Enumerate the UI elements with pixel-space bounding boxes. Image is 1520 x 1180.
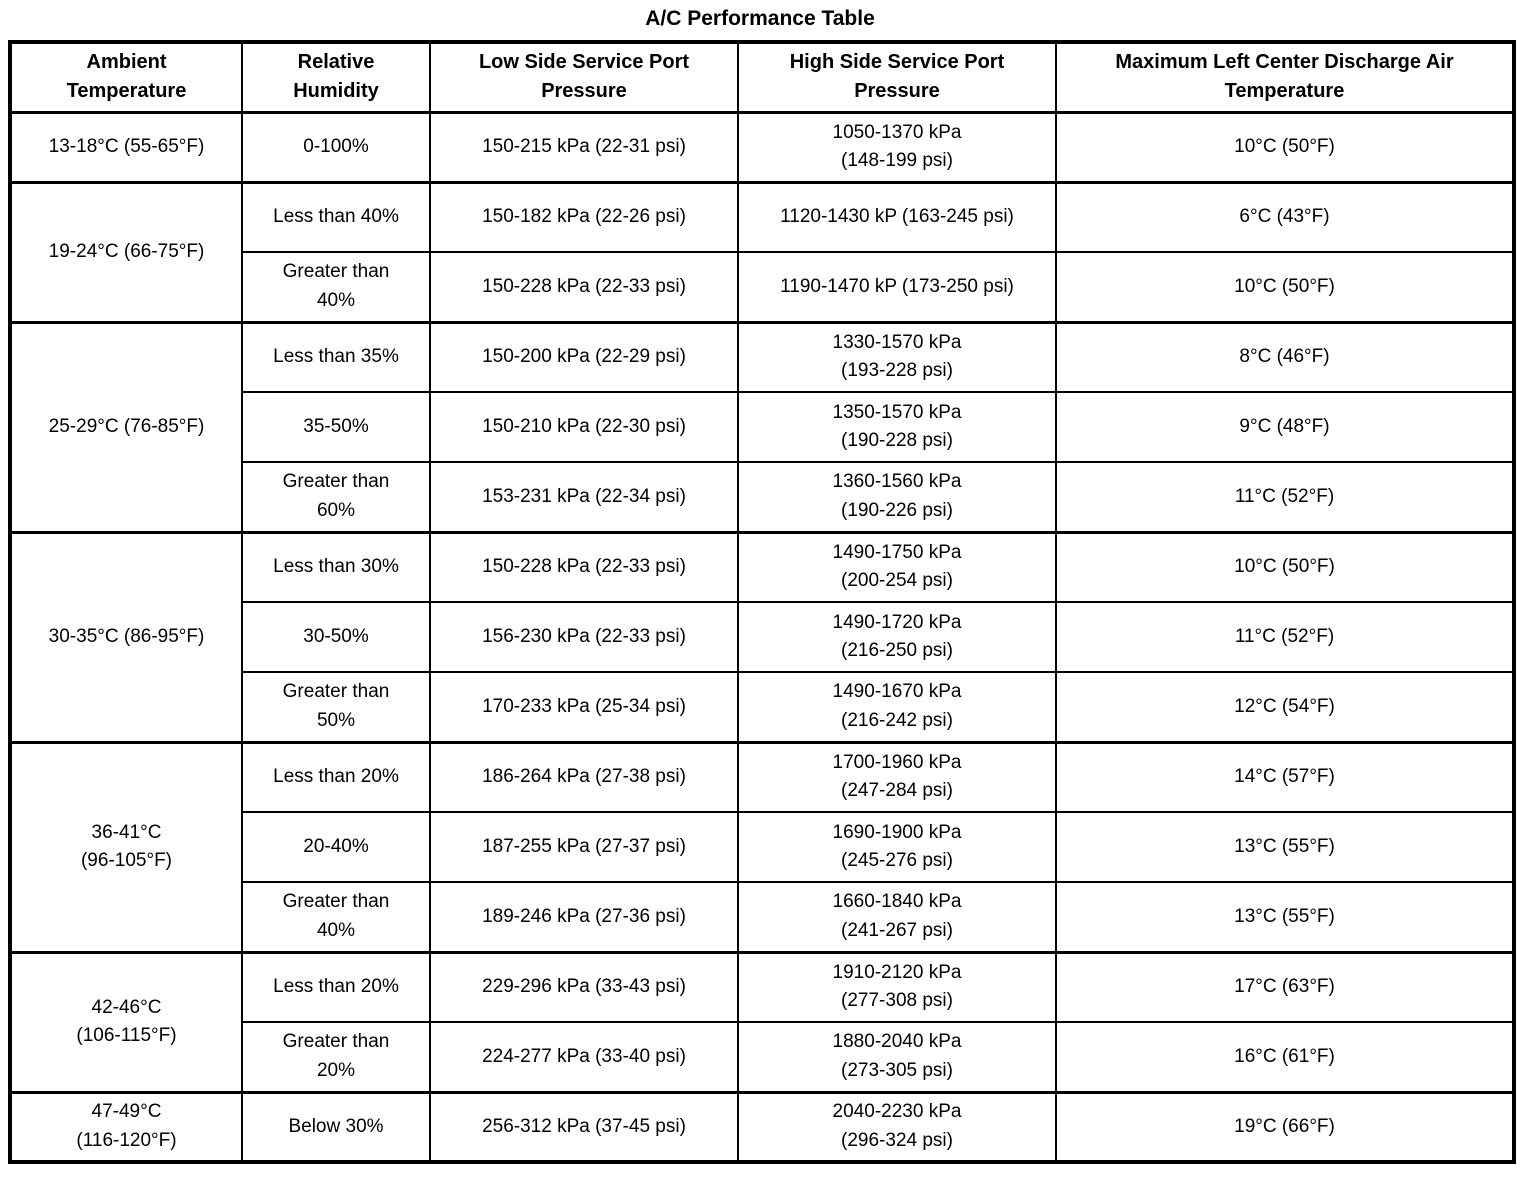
max-discharge-temperature-cell: 14°C (57°F) bbox=[1055, 740, 1515, 814]
max-discharge-temperature-cell: 13°C (55°F) bbox=[1055, 811, 1515, 884]
ambient-temperature-cell: 42-46°C (106-115°F) bbox=[9, 950, 243, 1094]
max-discharge-temperature-cell: 13°C (55°F) bbox=[1055, 881, 1515, 954]
low-side-pressure-cell: 150-228 kPa (22-33 psi) bbox=[429, 251, 739, 324]
low-side-pressure-cell: 150-228 kPa (22-33 psi) bbox=[429, 530, 739, 604]
table-row: Greater than 50% 170-233 kPa (25-34 psi) 14… bbox=[10, 671, 1515, 744]
low-side-pressure-cell: 170-233 kPa (25-34 psi) bbox=[429, 671, 739, 744]
low-side-pressure-cell: 150-210 kPa (22-30 psi) bbox=[429, 391, 739, 464]
relative-humidity-cell: Greater than 20% bbox=[241, 1021, 431, 1094]
col-header-high-side-pressure: High Side Service Port Pressure bbox=[737, 41, 1057, 114]
relative-humidity-cell: 0-100% bbox=[241, 110, 431, 184]
max-discharge-temperature-cell: 6°C (43°F) bbox=[1055, 180, 1515, 254]
relative-humidity-cell: Less than 20% bbox=[241, 740, 431, 814]
relative-humidity-cell: 30-50% bbox=[241, 601, 431, 674]
table-header-row: Ambient Temperature Relative Humidity Low … bbox=[9, 41, 1515, 114]
low-side-pressure-cell: 224-277 kPa (33-40 psi) bbox=[429, 1021, 739, 1094]
low-side-pressure-cell: 187-255 kPa (27-37 psi) bbox=[429, 811, 739, 884]
table-row: 20-40% 187-255 kPa (27-37 psi) 1690-1900 k… bbox=[10, 811, 1515, 884]
high-side-pressure-cell: 1660-1840 kPa (241-267 psi) bbox=[737, 881, 1057, 954]
ambient-temperature-cell: 30-35°C (86-95°F) bbox=[9, 530, 243, 744]
ambient-temperature-cell: 47-49°C (116-120°F) bbox=[9, 1090, 243, 1164]
max-discharge-temperature-cell: 17°C (63°F) bbox=[1055, 950, 1515, 1024]
relative-humidity-cell: Greater than 40% bbox=[241, 251, 431, 324]
table-row: 35-50% 150-210 kPa (22-30 psi) 1350-1570 k… bbox=[10, 391, 1515, 464]
high-side-pressure-cell: 1690-1900 kPa (245-276 psi) bbox=[737, 811, 1057, 884]
table-row: Greater than 40% 189-246 kPa (27-36 psi) 16… bbox=[10, 881, 1515, 954]
table-row: Greater than 40% 150-228 kPa (22-33 psi) 11… bbox=[10, 251, 1515, 324]
relative-humidity-cell: Less than 40% bbox=[241, 180, 431, 254]
low-side-pressure-cell: 156-230 kPa (22-33 psi) bbox=[429, 601, 739, 674]
low-side-pressure-cell: 256-312 kPa (37-45 psi) bbox=[429, 1090, 739, 1164]
col-header-max-discharge-temperature: Maximum Left Center Discharge Air Tempera… bbox=[1055, 41, 1515, 114]
table-row: 13-18°C (55-65°F) 0-100% 150-215 kPa (22-3… bbox=[9, 110, 1515, 184]
high-side-pressure-cell: 1490-1750 kPa (200-254 psi) bbox=[737, 530, 1057, 604]
low-side-pressure-cell: 150-215 kPa (22-31 psi) bbox=[429, 110, 739, 184]
table-row: 42-46°C (106-115°F) Less than 20% 229-296 k… bbox=[9, 950, 1515, 1094]
ambient-temperature-cell: 36-41°C (96-105°F) bbox=[9, 740, 243, 954]
high-side-pressure-cell: 1910-2120 kPa (277-308 psi) bbox=[737, 950, 1057, 1024]
max-discharge-temperature-cell: 11°C (52°F) bbox=[1055, 601, 1515, 674]
low-side-pressure-cell: 189-246 kPa (27-36 psi) bbox=[429, 881, 739, 954]
table-row: 47-49°C (116-120°F) Below 30% 256-312 kPa (… bbox=[9, 1090, 1515, 1164]
table-body: 13-18°C (55-65°F) 0-100% 150-215 kPa (22-3… bbox=[9, 110, 1515, 1164]
low-side-pressure-cell: 186-264 kPa (27-38 psi) bbox=[429, 740, 739, 814]
ambient-temperature-cell: 19-24°C (66-75°F) bbox=[9, 180, 243, 324]
relative-humidity-cell: 20-40% bbox=[241, 811, 431, 884]
relative-humidity-cell: 35-50% bbox=[241, 391, 431, 464]
high-side-pressure-cell: 1330-1570 kPa (193-228 psi) bbox=[737, 320, 1057, 394]
high-side-pressure-cell: 1190-1470 kP (173-250 psi) bbox=[737, 251, 1057, 324]
table-row: 30-35°C (86-95°F) Less than 30% 150-228 kP… bbox=[9, 530, 1515, 744]
max-discharge-temperature-cell: 11°C (52°F) bbox=[1055, 461, 1515, 534]
low-side-pressure-cell: 150-200 kPa (22-29 psi) bbox=[429, 320, 739, 394]
table-row: 36-41°C (96-105°F) Less than 20% 186-264 kP… bbox=[9, 740, 1515, 954]
max-discharge-temperature-cell: 12°C (54°F) bbox=[1055, 671, 1515, 744]
relative-humidity-cell: Less than 35% bbox=[241, 320, 431, 394]
high-side-pressure-cell: 2040-2230 kPa (296-324 psi) bbox=[737, 1090, 1057, 1164]
high-side-pressure-cell: 1050-1370 kPa (148-199 psi) bbox=[737, 110, 1057, 184]
table-row: 19-24°C (66-75°F) Less than 40% 150-182 kP… bbox=[9, 180, 1515, 324]
high-side-pressure-cell: 1350-1570 kPa (190-228 psi) bbox=[737, 391, 1057, 464]
col-header-low-side-pressure: Low Side Service Port Pressure bbox=[429, 41, 739, 114]
ambient-temperature-cell: 25-29°C (76-85°F) bbox=[9, 320, 243, 534]
max-discharge-temperature-cell: 9°C (48°F) bbox=[1055, 391, 1515, 464]
max-discharge-temperature-cell: 19°C (66°F) bbox=[1055, 1090, 1515, 1164]
relative-humidity-cell: Greater than 50% bbox=[241, 671, 431, 744]
ambient-temperature-cell: 13-18°C (55-65°F) bbox=[9, 110, 243, 184]
high-side-pressure-cell: 1490-1720 kPa (216-250 psi) bbox=[737, 601, 1057, 674]
ac-performance-table: Ambient Temperature Relative Humidity Low … bbox=[8, 40, 1516, 1165]
relative-humidity-cell: Below 30% bbox=[241, 1090, 431, 1164]
high-side-pressure-cell: 1700-1960 kPa (247-284 psi) bbox=[737, 740, 1057, 814]
max-discharge-temperature-cell: 8°C (46°F) bbox=[1055, 320, 1515, 394]
high-side-pressure-cell: 1490-1670 kPa (216-242 psi) bbox=[737, 671, 1057, 744]
relative-humidity-cell: Greater than 60% bbox=[241, 461, 431, 534]
relative-humidity-cell: Less than 30% bbox=[241, 530, 431, 604]
max-discharge-temperature-cell: 16°C (61°F) bbox=[1055, 1021, 1515, 1094]
page-title: A/C Performance Table bbox=[645, 7, 875, 30]
max-discharge-temperature-cell: 10°C (50°F) bbox=[1055, 530, 1515, 604]
high-side-pressure-cell: 1880-2040 kPa (273-305 psi) bbox=[737, 1021, 1057, 1094]
col-header-ambient-temperature: Ambient Temperature bbox=[9, 41, 243, 114]
relative-humidity-cell: Greater than 40% bbox=[241, 881, 431, 954]
max-discharge-temperature-cell: 10°C (50°F) bbox=[1055, 110, 1515, 184]
table-row: 30-50% 156-230 kPa (22-33 psi) 1490-1720 k… bbox=[10, 601, 1515, 674]
high-side-pressure-cell: 1120-1430 kP (163-245 psi) bbox=[737, 180, 1057, 254]
low-side-pressure-cell: 153-231 kPa (22-34 psi) bbox=[429, 461, 739, 534]
table-row: Greater than 20% 224-277 kPa (33-40 psi) 18… bbox=[10, 1021, 1515, 1094]
max-discharge-temperature-cell: 10°C (50°F) bbox=[1055, 251, 1515, 324]
high-side-pressure-cell: 1360-1560 kPa (190-226 psi) bbox=[737, 461, 1057, 534]
low-side-pressure-cell: 229-296 kPa (33-43 psi) bbox=[429, 950, 739, 1024]
relative-humidity-cell: Less than 20% bbox=[241, 950, 431, 1024]
table-row: 25-29°C (76-85°F) Less than 35% 150-200 kP… bbox=[9, 320, 1515, 534]
low-side-pressure-cell: 150-182 kPa (22-26 psi) bbox=[429, 180, 739, 254]
col-header-relative-humidity: Relative Humidity bbox=[241, 41, 431, 114]
table-row: Greater than 60% 153-231 kPa (22-34 psi) 13… bbox=[10, 461, 1515, 534]
